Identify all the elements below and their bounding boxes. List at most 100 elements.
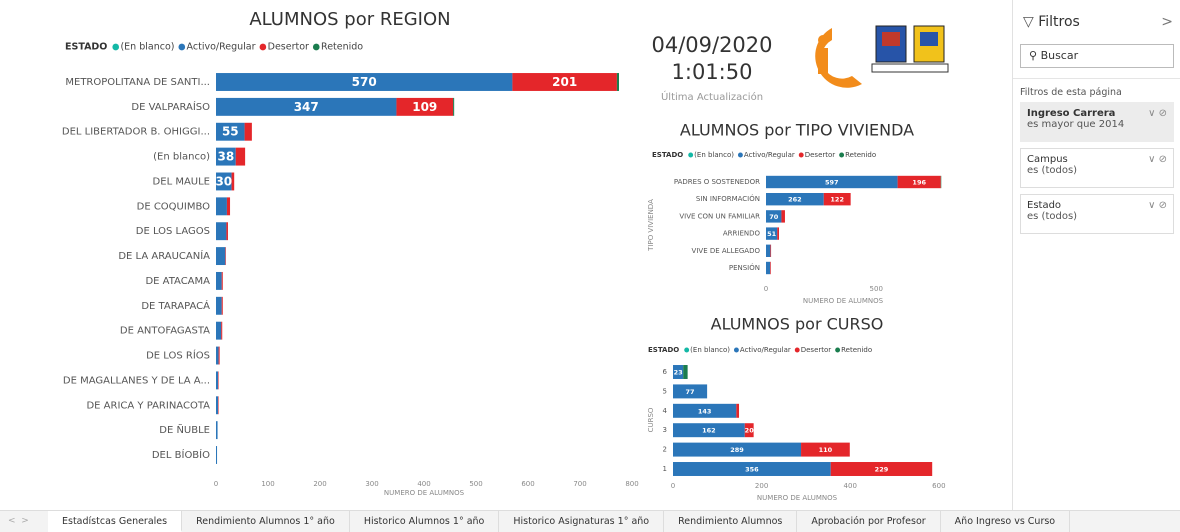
filter-header: ▽ Filtros > (1013, 0, 1180, 40)
x-axis-title: NUMERO DE ALUMNOS (384, 489, 465, 497)
category-label: DE ÑUBLE (159, 423, 210, 436)
bar-segment (617, 73, 619, 91)
bar-segment (227, 197, 230, 215)
tab-nav[interactable]: < > (0, 511, 48, 532)
legend-label: (En blanco) (690, 346, 730, 354)
data-label: 162 (702, 427, 716, 435)
x-axis-title: NUMERO DE ALUMNOS (803, 297, 884, 305)
bar-segment (216, 297, 222, 315)
legend-label: Desertor (805, 151, 836, 159)
category-label: VIVE CON UN FAMILIAR (679, 212, 760, 220)
x-tick-label: 500 (469, 480, 482, 488)
page-tab[interactable]: Estadístcas Generales (48, 511, 182, 532)
x-tick-label: 400 (844, 482, 857, 490)
bar-segment (770, 262, 771, 274)
legend-label: (En blanco) (120, 42, 174, 53)
page-tab[interactable]: Aprobación por Profesor (797, 511, 940, 532)
data-label: 143 (698, 407, 712, 415)
category-label: SIN INFORMACIÓN (696, 194, 760, 203)
data-label: 77 (686, 388, 695, 396)
filter-icons[interactable]: ∨ ⊘ (1148, 108, 1167, 119)
legend-title: ESTADO (648, 346, 679, 354)
bar-segment (216, 272, 222, 290)
data-label: 20 (745, 427, 755, 435)
legend-label: Retenido (841, 346, 872, 354)
page-tab[interactable]: Rendimiento Alumnos 1° año (182, 511, 350, 532)
legend-label: Activo/Regular (740, 346, 791, 354)
bar-segment (777, 227, 779, 239)
filter-icons[interactable]: ∨ ⊘ (1148, 154, 1167, 165)
data-label: 229 (875, 466, 889, 474)
category-label: DEL MAULE (153, 176, 210, 187)
data-label: 38 (218, 150, 235, 164)
bar-segment (216, 247, 225, 265)
category-label: DE VALPARAÍSO (131, 100, 210, 113)
data-label: 201 (552, 75, 577, 89)
bar-segment (453, 98, 454, 116)
category-label: 1 (663, 465, 667, 473)
bar-segment (221, 322, 222, 340)
date: 04/09/2020 (651, 33, 772, 57)
data-label: 570 (352, 75, 377, 89)
data-label: 597 (825, 179, 839, 187)
data-label: 23 (674, 369, 683, 377)
category-label: DEL BÍOBÍO (152, 448, 210, 461)
bar-segment (766, 245, 770, 257)
x-tick-label: 800 (625, 480, 638, 488)
bar-segment (245, 123, 252, 141)
category-label: DE ARICA Y PARINACOTA (86, 400, 210, 411)
legend-marker (688, 153, 693, 158)
page-tab[interactable]: Rendimiento Alumnos (664, 511, 797, 532)
bar-segment (218, 371, 219, 389)
bar-segment (216, 371, 218, 389)
legend-marker (795, 348, 800, 353)
legend-label: Activo/Regular (187, 42, 256, 53)
x-tick-label: 600 (932, 482, 945, 490)
logo-i (815, 28, 862, 88)
filter-condition: es (todos) (1027, 211, 1167, 222)
bar-segment (216, 222, 226, 240)
bar-segment (222, 272, 223, 290)
filter-field: Estado (1027, 200, 1167, 211)
y-axis-title: TIPO VIVIENDA (647, 199, 655, 252)
legend-marker (684, 348, 689, 353)
bar-segment (736, 404, 739, 418)
legend-marker (260, 44, 267, 51)
time: 1:01:50 (672, 60, 753, 84)
legend-marker (835, 348, 840, 353)
collapse-button[interactable]: > (1161, 14, 1173, 30)
legend-marker (313, 44, 320, 51)
filter-icons[interactable]: ∨ ⊘ (1148, 200, 1167, 211)
x-tick-label: 500 (870, 285, 883, 293)
category-label: DE LOS LAGOS (136, 226, 210, 237)
legend-marker (839, 153, 844, 158)
bar-segment (216, 347, 219, 365)
x-tick-label: 0 (214, 480, 218, 488)
legend-marker (178, 44, 185, 51)
category-label: DE ANTOFAGASTA (120, 326, 210, 337)
chart-title: ALUMNOS por TIPO VIVIENDA (680, 121, 914, 140)
page-tab[interactable]: Historico Asignaturas 1° año (499, 511, 664, 532)
page-tab[interactable]: Historico Alumnos 1° año (350, 511, 500, 532)
bar-segment (232, 173, 235, 191)
legend-marker (799, 153, 804, 158)
section-label: Filtros de esta página (1013, 78, 1180, 102)
report-canvas: 04/09/2020 1:01:50 Última Actualización … (0, 0, 1012, 510)
bar-segment (770, 245, 771, 257)
filter-condition: es (todos) (1027, 165, 1167, 176)
legend-label: Activo/Regular (744, 151, 795, 159)
legend-label: Retenido (845, 151, 876, 159)
legend-marker (738, 153, 743, 158)
page-tab[interactable]: Año Ingreso vs Curso (941, 511, 1070, 532)
logo-shield (872, 26, 948, 72)
data-label: 30 (215, 174, 232, 188)
category-label: DE LA ARAUCANÍA (118, 249, 210, 262)
bar-segment (683, 365, 687, 379)
category-label: DE MAGALLANES Y DE LA A... (63, 375, 210, 386)
bar-segment (216, 396, 218, 414)
search-box[interactable]: ⚲ Buscar (1020, 44, 1174, 68)
